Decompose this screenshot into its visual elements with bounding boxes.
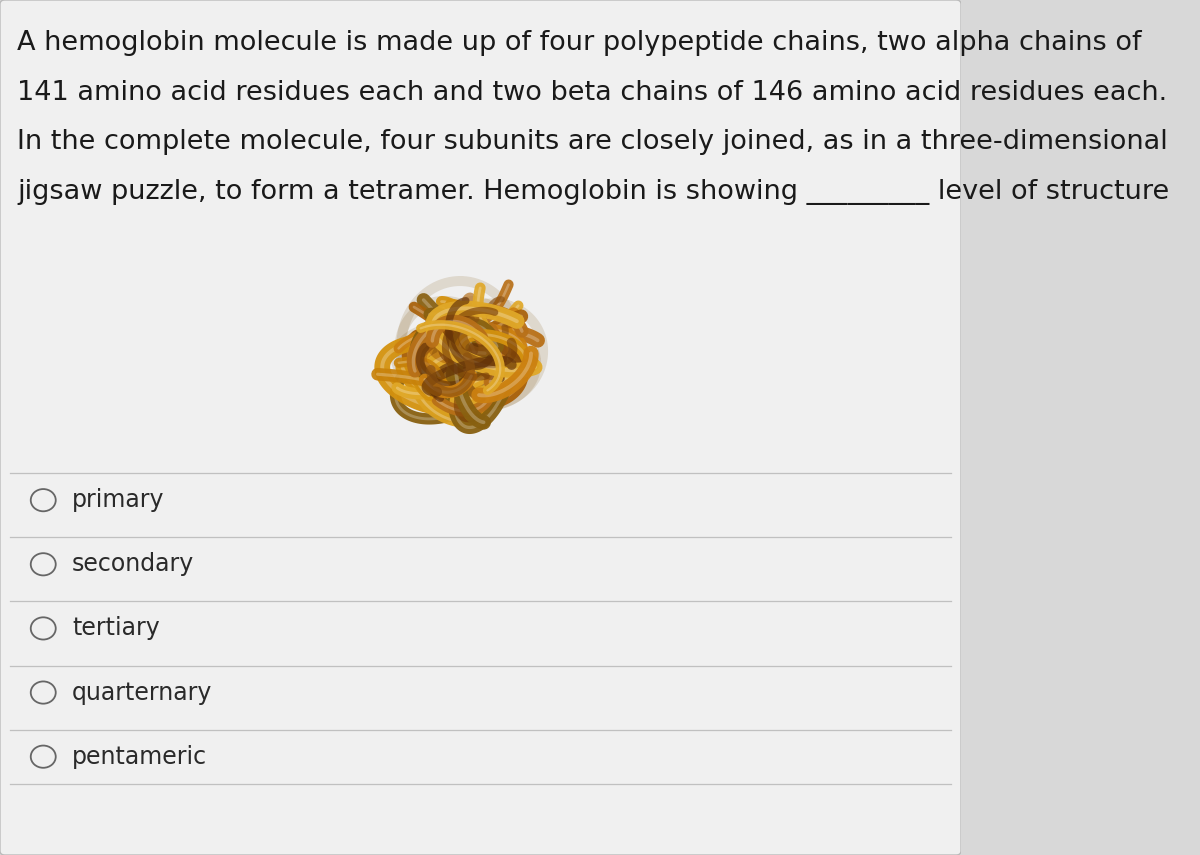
Text: primary: primary: [72, 488, 164, 512]
Text: A hemoglobin molecule is made up of four polypeptide chains, two alpha chains of: A hemoglobin molecule is made up of four…: [17, 30, 1141, 56]
Text: secondary: secondary: [72, 552, 194, 576]
FancyBboxPatch shape: [0, 0, 961, 855]
Text: 141 amino acid residues each and two beta chains of 146 amino acid residues each: 141 amino acid residues each and two bet…: [17, 80, 1168, 105]
Text: In the complete molecule, four subunits are closely joined, as in a three-dimens: In the complete molecule, four subunits …: [17, 129, 1168, 155]
Text: tertiary: tertiary: [72, 616, 160, 640]
Text: pentameric: pentameric: [72, 745, 208, 769]
Text: quarternary: quarternary: [72, 681, 212, 705]
Text: jigsaw puzzle, to form a tetramer. Hemoglobin is showing _________ level of stru: jigsaw puzzle, to form a tetramer. Hemog…: [17, 179, 1170, 204]
